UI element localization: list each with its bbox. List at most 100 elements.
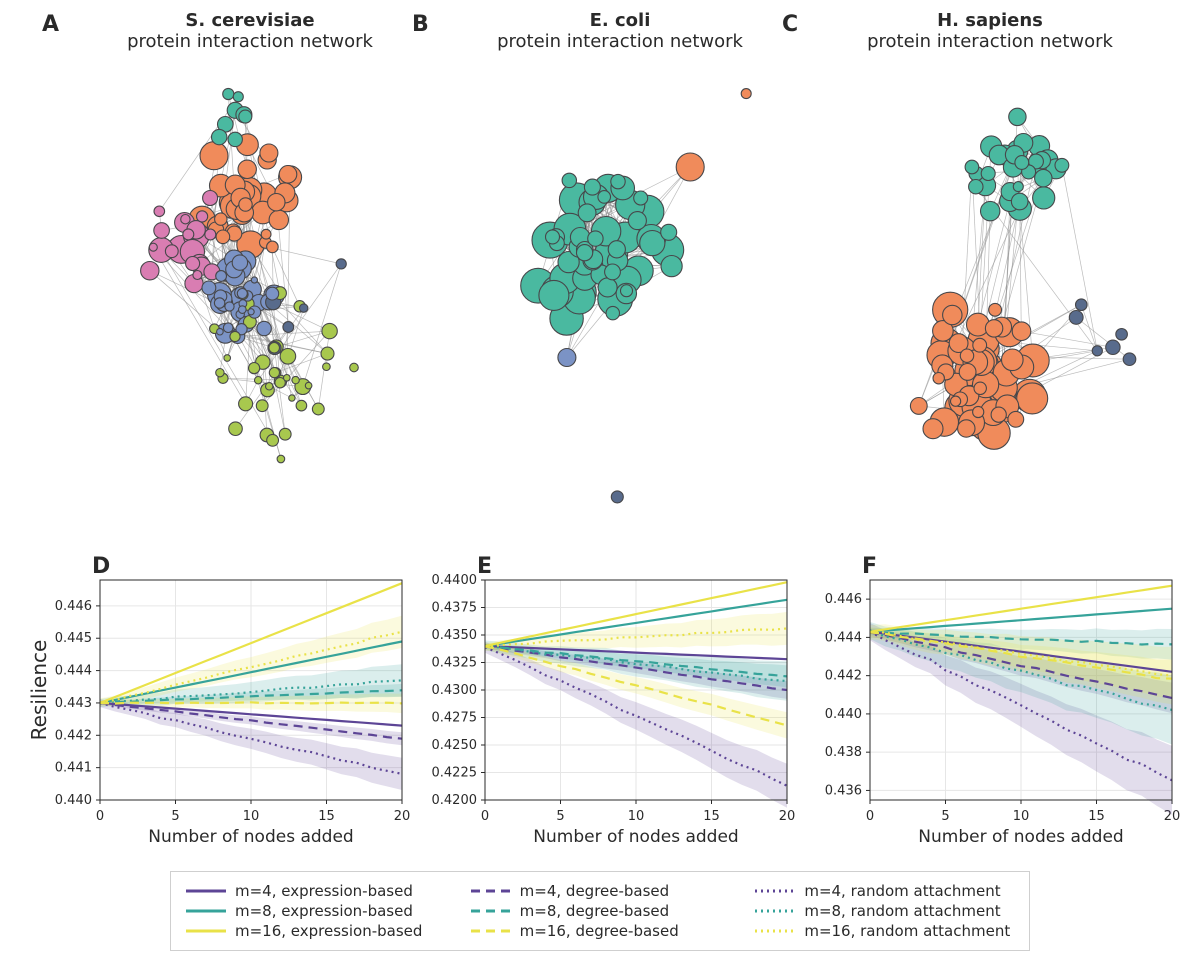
network-node: [969, 180, 983, 194]
network-node: [257, 321, 271, 335]
panel-letter: D: [92, 554, 110, 579]
ytick-label: 0.4225: [432, 766, 478, 781]
network-node: [350, 363, 359, 372]
network-node: [584, 179, 600, 195]
ytick-label: 0.440: [825, 707, 862, 722]
xtick-label: 5: [171, 809, 179, 824]
network-node: [165, 245, 178, 258]
network-node: [611, 174, 625, 188]
network-node: [279, 428, 291, 440]
xlabel: Number of nodes added: [148, 827, 353, 847]
network-node: [149, 243, 157, 251]
network-node: [933, 373, 944, 384]
network-b: [430, 60, 790, 520]
network-node: [611, 491, 623, 503]
network-node: [224, 355, 231, 362]
panel-species: E. coli: [590, 10, 651, 31]
legend-swatch: [470, 904, 512, 918]
xtick-label: 5: [941, 809, 949, 824]
network-node: [141, 262, 159, 280]
xtick-label: 15: [1088, 809, 1105, 824]
legend-label: m=8, degree-based: [520, 902, 670, 920]
xtick-label: 20: [779, 809, 795, 824]
network-node: [217, 328, 224, 335]
network-node: [261, 229, 271, 239]
network-node: [1011, 193, 1028, 210]
network-node: [973, 406, 984, 417]
ytick-label: 0.442: [825, 669, 862, 684]
network-node: [923, 419, 943, 439]
legend-swatch: [185, 904, 227, 918]
network-node: [269, 210, 288, 229]
network-node: [1069, 311, 1083, 325]
ytick-label: 0.4300: [432, 683, 478, 698]
panel-letter: B: [412, 12, 429, 37]
network-node: [154, 223, 170, 239]
network-node: [215, 213, 227, 225]
network-node: [212, 129, 227, 144]
network-node: [1017, 383, 1048, 414]
legend-label: m=16, random attachment: [804, 922, 1010, 940]
legend-swatch: [185, 884, 227, 898]
legend-swatch: [754, 924, 796, 938]
network-node: [1008, 411, 1024, 427]
chart-d: D 0.4400.4410.4420.4430.4440.4450.446051…: [30, 560, 410, 850]
network-node: [605, 264, 621, 280]
network-node: [216, 230, 230, 244]
network-node: [973, 338, 987, 352]
network-node: [598, 191, 611, 204]
network-node: [205, 229, 216, 240]
panel-species: S. cerevisiae: [185, 10, 314, 31]
network-node: [974, 382, 986, 394]
ytick-label: 0.441: [55, 761, 92, 776]
legend-item: m=16, random attachment: [754, 922, 1015, 940]
ytick-label: 0.444: [825, 630, 862, 645]
network-node: [539, 280, 569, 310]
ytick-label: 0.446: [55, 599, 92, 614]
network-node: [1035, 170, 1052, 187]
legend-swatch: [470, 884, 512, 898]
panel-letter: C: [782, 12, 798, 37]
network-node: [943, 305, 962, 324]
network-node: [634, 191, 648, 205]
panel-subtitle: protein interaction network: [810, 31, 1170, 52]
network-node: [1055, 158, 1069, 172]
network-node: [239, 198, 252, 211]
network-node: [305, 382, 312, 389]
network-node: [1106, 340, 1120, 354]
ytick-label: 0.4400: [432, 573, 478, 588]
network-node: [225, 302, 234, 311]
xtick-label: 0: [866, 809, 874, 824]
network-node: [661, 256, 682, 277]
network-node: [1009, 108, 1026, 125]
network-node: [256, 400, 268, 412]
network-node: [228, 132, 242, 146]
network-node: [598, 278, 617, 297]
legend-label: m=16, degree-based: [520, 922, 679, 940]
network-node: [216, 369, 224, 377]
network-node: [200, 142, 228, 170]
network-node: [186, 257, 200, 271]
network-node: [251, 277, 257, 283]
panel-a-title: A S. cerevisiae protein interaction netw…: [70, 10, 430, 52]
network-node: [321, 347, 334, 360]
network-node: [981, 201, 1000, 220]
panel-letter: F: [862, 554, 877, 579]
legend-label: m=8, random attachment: [804, 902, 1000, 920]
ytick-label: 0.438: [825, 745, 862, 760]
xlabel: Number of nodes added: [533, 827, 738, 847]
network-node: [237, 289, 247, 299]
network-node: [322, 323, 337, 338]
network-node: [181, 215, 190, 224]
network-node: [910, 398, 927, 415]
network-node: [1015, 156, 1029, 170]
network-node: [229, 422, 243, 436]
network-node: [1076, 299, 1088, 311]
network-node: [951, 396, 961, 406]
network-node: [606, 306, 619, 319]
network-node: [197, 211, 208, 222]
panel-subtitle: protein interaction network: [440, 31, 800, 52]
panel-species: H. sapiens: [937, 10, 1043, 31]
network-node: [202, 281, 216, 295]
legend-item: m=4, expression-based: [185, 882, 446, 900]
